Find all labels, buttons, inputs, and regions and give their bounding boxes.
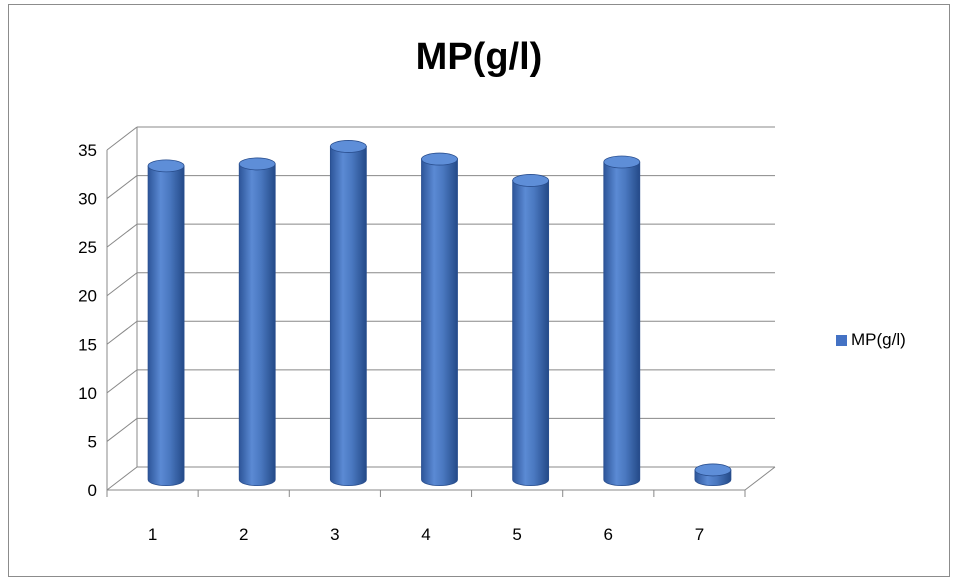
y-tick-label: 5 — [88, 432, 97, 451]
y-tick-label: 30 — [78, 190, 97, 209]
bar-top — [329, 140, 367, 153]
grid-diagonal — [106, 175, 138, 199]
bar-top — [512, 174, 550, 187]
grid-diagonal — [106, 126, 138, 151]
grid-diagonal — [106, 272, 138, 297]
y-tick-label: 10 — [78, 384, 97, 403]
x-tick-label: 2 — [239, 525, 248, 544]
legend: MP(g/l) — [836, 330, 906, 350]
grid-diagonal — [106, 418, 138, 442]
y-tick-label: 25 — [78, 238, 97, 257]
bar-top — [694, 463, 732, 477]
bar-top — [238, 157, 276, 171]
x-tick-label: 6 — [604, 525, 613, 544]
bar-top — [421, 152, 458, 166]
x-tick-label: 3 — [330, 525, 339, 544]
bar — [147, 159, 185, 487]
x-tick-label: 5 — [512, 525, 521, 544]
x-tick-label: 1 — [148, 525, 157, 544]
bar — [421, 152, 458, 487]
bar — [238, 157, 276, 487]
bar — [512, 174, 550, 487]
x-tick-label: 4 — [421, 525, 430, 544]
legend-label: MP(g/l) — [851, 330, 906, 349]
grid-diagonal — [106, 223, 138, 248]
bar-body — [238, 163, 276, 487]
grid-diagonal — [106, 466, 138, 491]
bar-top — [603, 155, 641, 169]
chart-title: MP(g/l) — [415, 36, 543, 78]
bar-top — [147, 159, 185, 173]
y-tick-label: 20 — [78, 287, 97, 306]
bar-body — [147, 165, 185, 487]
grid-diagonal — [106, 369, 138, 394]
y-tick-label: 0 — [88, 481, 97, 500]
legend-swatch — [836, 334, 847, 346]
bar — [694, 463, 732, 487]
bar — [329, 140, 367, 487]
bar-body — [421, 158, 458, 487]
bar — [603, 155, 641, 487]
grid-diagonal — [106, 320, 138, 345]
bar-body — [603, 161, 641, 487]
y-tick-label: 15 — [78, 335, 97, 354]
bar-body — [512, 180, 550, 487]
floor-right-edge — [744, 466, 776, 491]
x-tick-label: 7 — [695, 525, 704, 544]
bar-body — [329, 146, 367, 487]
y-tick-label: 35 — [78, 141, 97, 160]
